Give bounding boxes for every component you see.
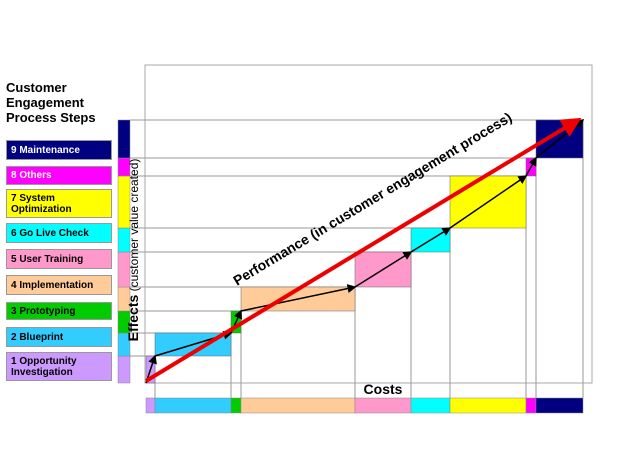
- x-step: [410, 397, 451, 414]
- x-step: [230, 397, 242, 414]
- progress-arrow: [354, 251, 413, 288]
- legend-title: Customer Engagement Process Steps: [6, 80, 96, 125]
- x-step: [535, 397, 584, 414]
- legend-step: 5 User Training: [6, 249, 112, 269]
- y-axis-label: Effects (customer value created): [125, 159, 141, 342]
- legend-step: 9 Maintenance: [6, 140, 112, 160]
- progress-arrow: [240, 284, 357, 312]
- x-axis-label: Costs: [364, 381, 403, 397]
- legend-step: 1 Opportunity Investigation: [6, 352, 112, 381]
- progress-arrow: [525, 156, 537, 177]
- legend-step: 3 Prototyping: [6, 302, 112, 320]
- x-step: [449, 397, 527, 414]
- y-step: [117, 119, 131, 159]
- chart-frame: [144, 64, 593, 384]
- legend-step: 2 Blueprint: [6, 327, 112, 347]
- y-step: [117, 355, 131, 384]
- x-step: [354, 397, 412, 414]
- x-step: [525, 397, 537, 414]
- legend-step: 6 Go Live Check: [6, 223, 112, 243]
- performance-arrow: [144, 117, 582, 383]
- legend-step: 8 Others: [6, 166, 112, 185]
- x-step: [154, 397, 232, 414]
- progress-arrow: [410, 227, 452, 253]
- legend-step: 4 Implementation: [6, 275, 112, 295]
- x-step: [145, 397, 156, 414]
- x-step: [240, 397, 356, 414]
- progress-arrow: [449, 175, 528, 229]
- legend-step: 7 System Optimization: [6, 189, 112, 218]
